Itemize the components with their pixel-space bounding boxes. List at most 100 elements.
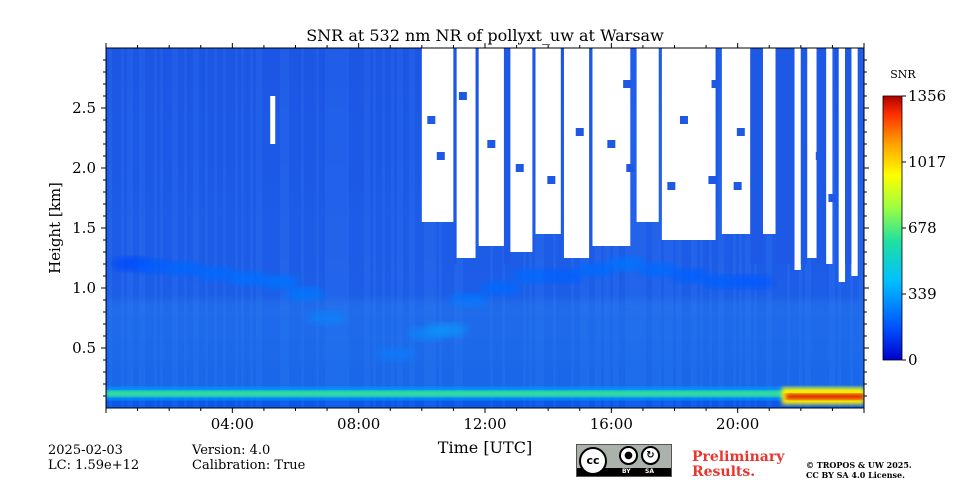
heatmap-column [142, 48, 145, 408]
heatmap-column [247, 48, 250, 408]
cloud-detection-dot [487, 140, 496, 148]
heatmap-column [343, 48, 346, 408]
cloud-screened-block [794, 48, 801, 270]
heatmap-column [391, 48, 394, 408]
heatmap-column [253, 48, 256, 408]
heatmap-column [310, 48, 313, 408]
heatmap-column [139, 48, 142, 408]
heatmap-column [445, 48, 448, 408]
heatmap-column [217, 48, 220, 408]
heatmap-column [448, 48, 451, 408]
cc-icon: cc [579, 447, 607, 475]
heatmap-column [115, 48, 118, 408]
colorbar [883, 96, 902, 360]
heatmap-column [319, 48, 322, 408]
heatmap-column [349, 48, 352, 408]
signal-column [589, 48, 593, 264]
heatmap-column [208, 48, 211, 408]
sa-share-icon: ↻ [641, 446, 660, 465]
heatmap-column [358, 48, 361, 408]
cloud-detection-dot [623, 80, 632, 88]
heatmap-column [301, 48, 304, 408]
x-tick-label: 16:00 [590, 415, 633, 433]
heatmap-column [157, 48, 160, 408]
cloud-screened-block [721, 48, 751, 234]
aerosol-layer-blob [733, 275, 774, 289]
cloud-screened-block [456, 48, 476, 258]
copyright-line-2: CC BY SA 4.0 License. [806, 470, 905, 480]
cloud-detection-dot [575, 128, 584, 136]
heatmap-column [427, 48, 430, 408]
heatmap-column [862, 48, 864, 408]
heatmap-column [184, 48, 187, 408]
aerosol-layer-blob [228, 271, 269, 286]
heatmap-column [658, 48, 661, 408]
heatmap-column [199, 48, 202, 408]
heatmap-column [136, 48, 139, 408]
heatmap-column [361, 48, 364, 408]
signal-column [453, 48, 457, 264]
heatmap-column [322, 48, 325, 408]
signal-column [816, 48, 827, 264]
signal-column [750, 48, 763, 264]
y-tick-label: 0.5 [72, 339, 96, 357]
heatmap-column [178, 48, 181, 408]
heatmap-column [646, 48, 649, 408]
heatmap-column [409, 48, 412, 408]
sa-text: SA [645, 468, 654, 475]
cloud-screened-regions [270, 48, 858, 282]
colorbar-label: SNR [890, 68, 916, 81]
signal-column [503, 48, 511, 264]
heatmap-column [172, 48, 175, 408]
cloud-screened-trace [270, 96, 276, 144]
heatmap-column [436, 48, 439, 408]
colorbar-tick-label: 1356 [908, 87, 946, 105]
heatmap-column [475, 48, 478, 408]
heatmap-column [259, 48, 262, 408]
heatmap-column [718, 48, 721, 408]
cloud-screened-block [421, 48, 454, 222]
heatmap-column [400, 48, 403, 408]
x-tick-label: 04:00 [211, 415, 254, 433]
heatmap-column [835, 48, 838, 408]
heatmap-area [106, 48, 864, 408]
heatmap-column [403, 48, 406, 408]
version-text: Version: 4.0 [192, 443, 271, 458]
y-tick-label: 1.0 [72, 279, 96, 297]
aerosol-layer-blob [133, 259, 174, 274]
heatmap-column [316, 48, 319, 408]
heatmap-column [424, 48, 427, 408]
heatmap-column [196, 48, 199, 408]
signal-column [845, 48, 852, 264]
x-axis: 04:00 08:00 12:00 16:00 20:00 [105, 43, 865, 433]
heatmap-column [232, 48, 235, 408]
colorbar-tick-label: 1017 [908, 153, 946, 171]
heatmap-column [307, 48, 310, 408]
heatmap-column [397, 48, 400, 408]
lc-text: LC: 1.59e+12 [48, 458, 140, 473]
heatmap-column [643, 48, 646, 408]
colorbar-tick-label: 339 [908, 285, 937, 303]
aerosol-layer [106, 257, 864, 394]
cloud-screened-block [826, 48, 833, 264]
by-person-icon: ● [619, 446, 638, 465]
cloud-screened-block [807, 48, 817, 258]
heatmap-column [169, 48, 172, 408]
cloud-screened-block [535, 48, 561, 234]
heatmap-column [334, 48, 337, 408]
cloud-detection-dot [427, 116, 436, 124]
colorbar-ticks: 0 339 678 1017 1356 [902, 87, 946, 369]
x-tick-label: 12:00 [463, 415, 506, 433]
heatmap-column [394, 48, 397, 408]
y-axis-label: Height [km] [46, 182, 64, 274]
cloud-screened-block [851, 48, 858, 276]
heatmap-column [355, 48, 358, 408]
heatmap-column [190, 48, 193, 408]
heatmap-column [631, 48, 634, 408]
heatmap-column [277, 48, 280, 408]
y-tick-label: 2.5 [72, 99, 96, 117]
preliminary-line-2: Results. [692, 464, 756, 480]
aerosol-layer-blob [512, 269, 553, 283]
cloud-detection-dot [547, 176, 556, 184]
